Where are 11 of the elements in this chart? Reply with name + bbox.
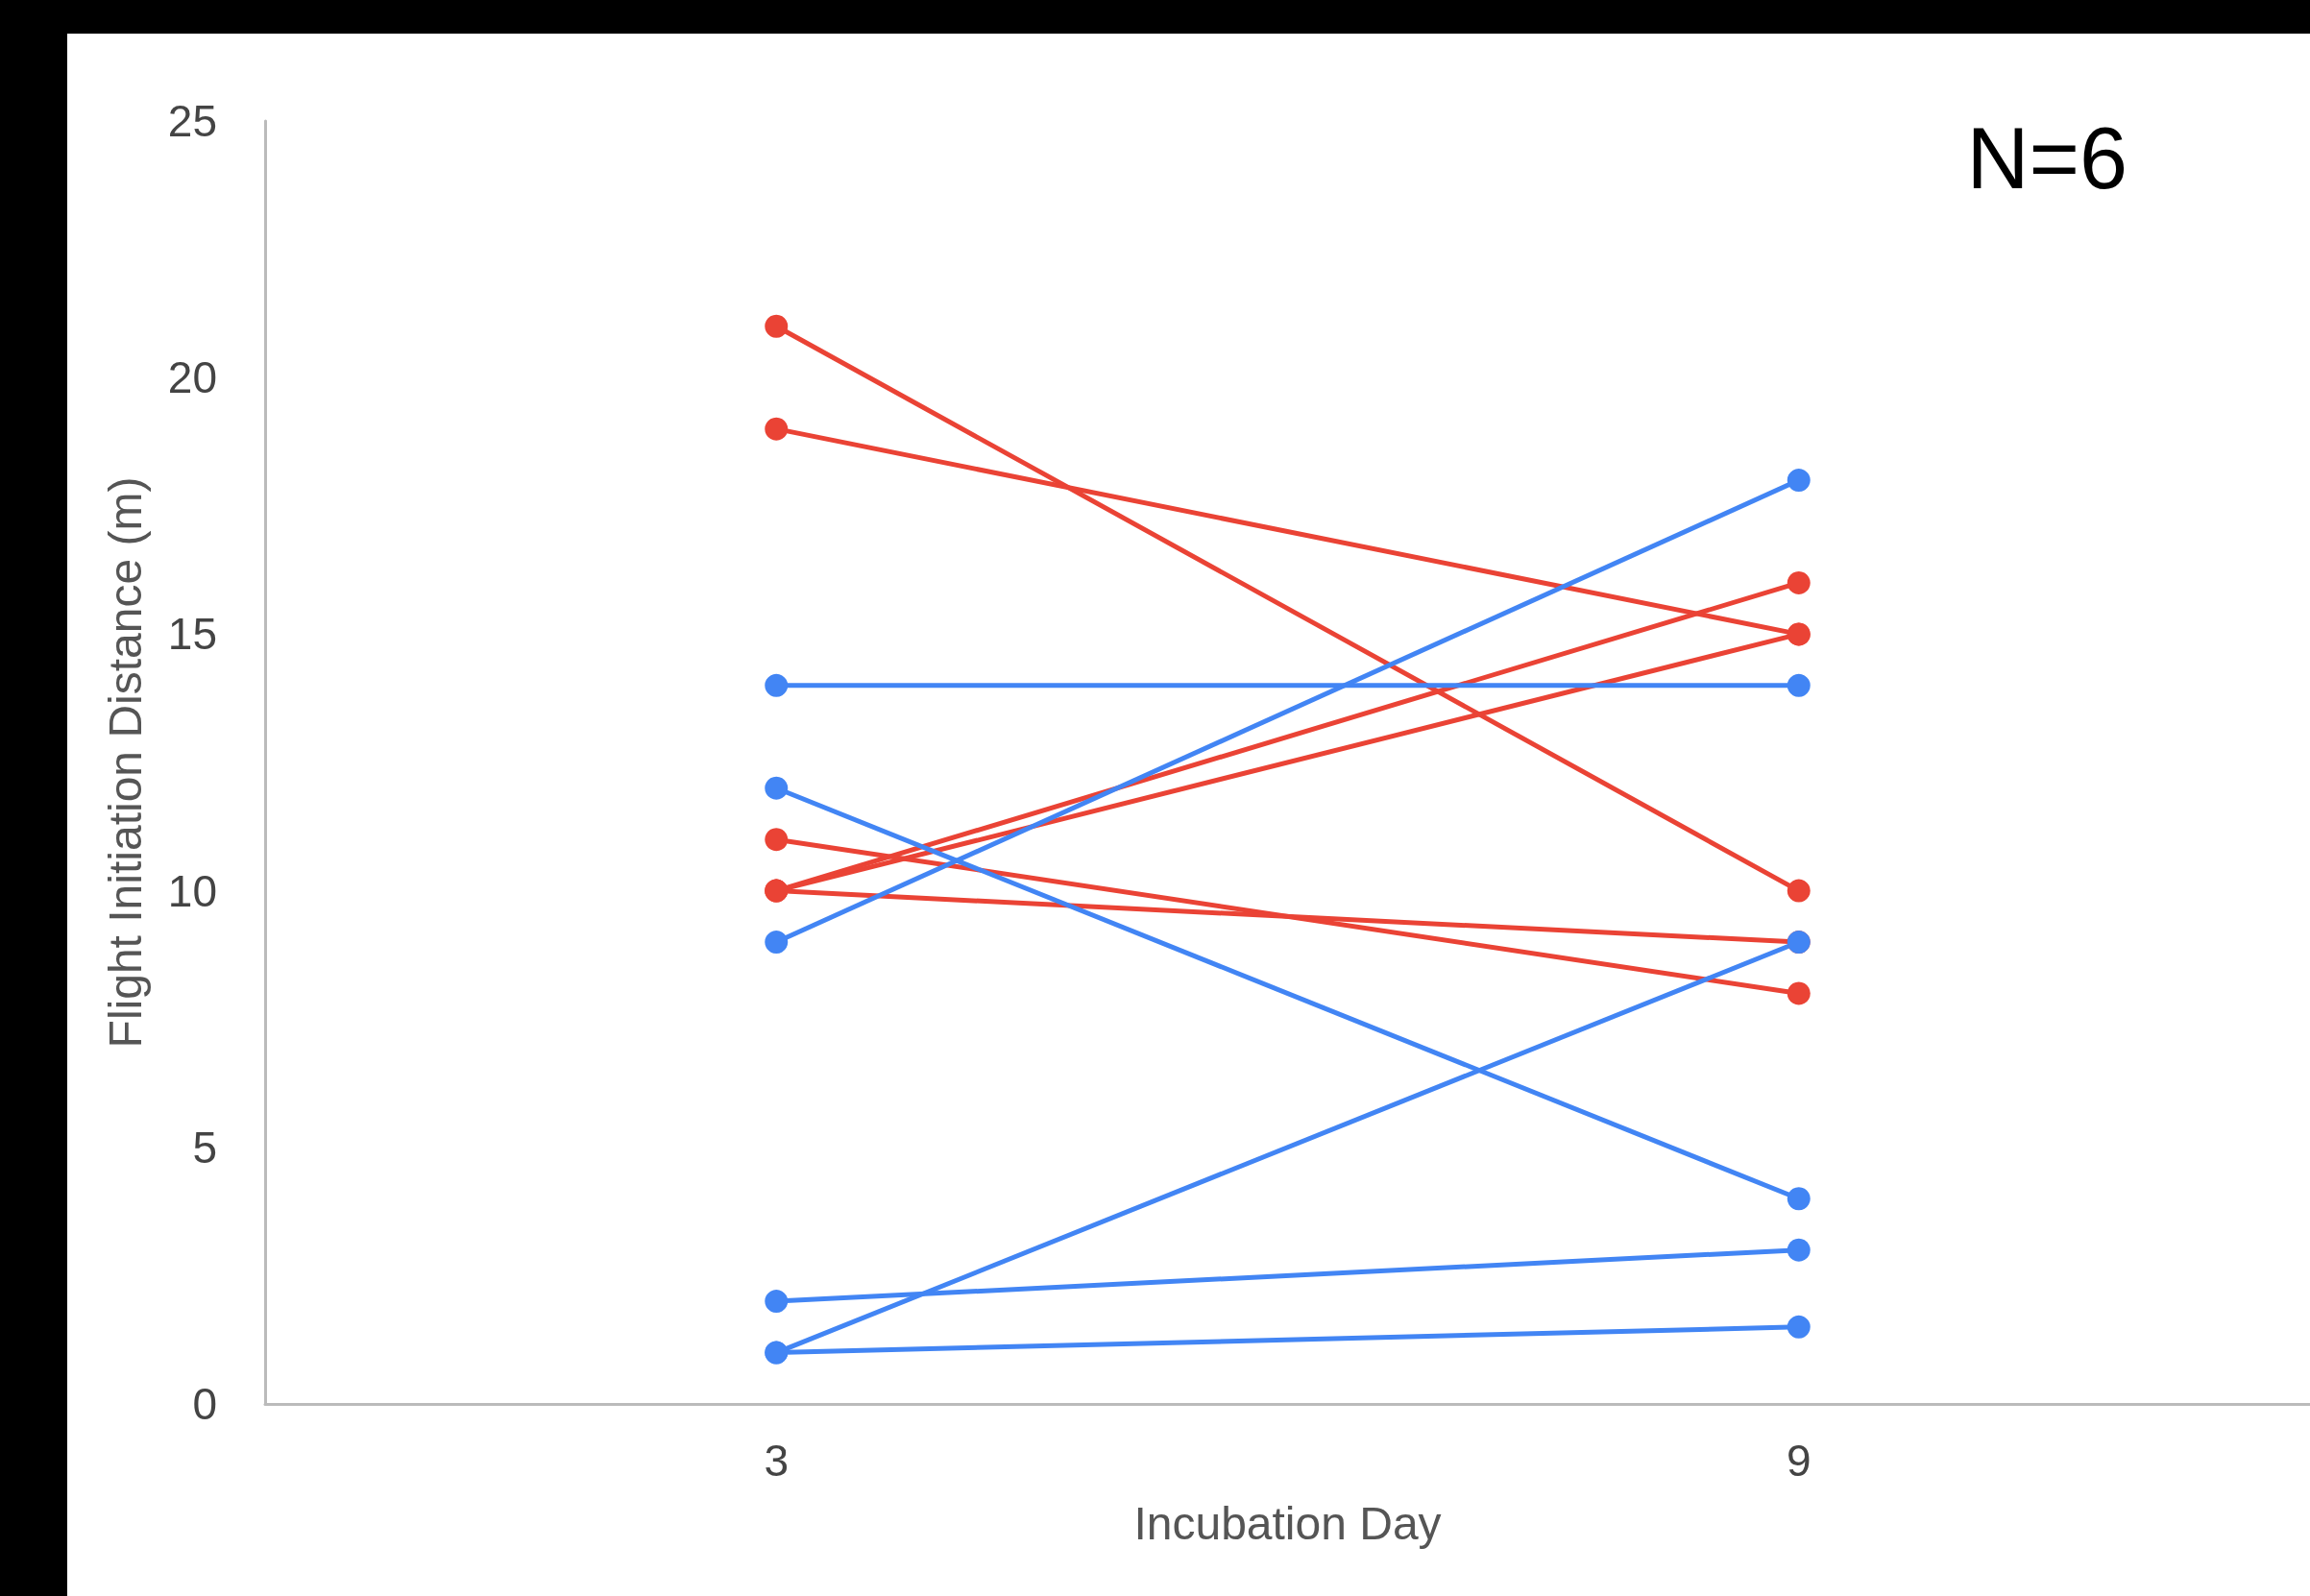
y-tick-label: 5 (192, 1122, 217, 1173)
y-tick-label: 25 (167, 96, 217, 146)
y-tick-label: 15 (167, 609, 217, 660)
y-tick-label: 10 (167, 865, 217, 916)
x-tick-label: 9 (1786, 1436, 1812, 1486)
y-tick-label: 20 (167, 352, 217, 403)
y-axis-title: Flight Initiation Distance (m) (99, 476, 151, 1049)
x-tick-label: 3 (764, 1436, 790, 1486)
y-tick-label: 0 (192, 1379, 217, 1429)
annotation: N=6 (1966, 110, 2128, 206)
x-axis-title: Incubation Day (1133, 1497, 1442, 1549)
